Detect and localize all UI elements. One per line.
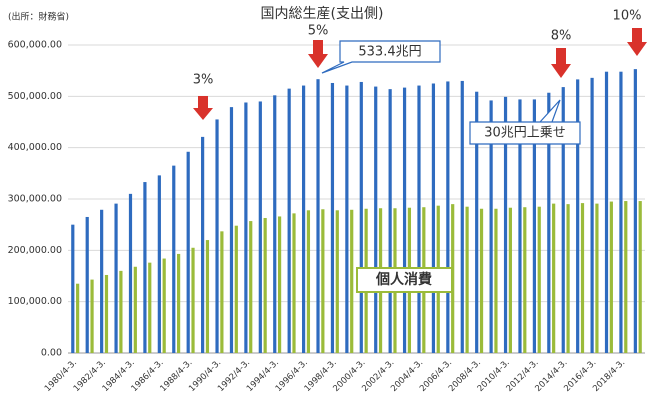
y-tick-label: 300,000.00 (8, 194, 62, 205)
label-box (356, 267, 453, 293)
y-tick-label: 400,000.00 (8, 142, 62, 153)
bar (90, 279, 94, 353)
source-note: (出所：財務省) (8, 11, 69, 23)
bar (263, 217, 267, 353)
bar (321, 209, 325, 353)
bar (157, 175, 161, 353)
bar (552, 203, 556, 353)
bar (561, 87, 565, 354)
bar (220, 231, 224, 353)
bar (162, 258, 166, 353)
y-tick-label: 600,000.00 (8, 40, 62, 51)
bar (604, 71, 609, 354)
bar (85, 216, 89, 353)
bar (273, 95, 277, 353)
bar (104, 274, 109, 353)
bar (306, 210, 311, 353)
bar (191, 247, 195, 353)
annotation: 533.4兆円 (358, 45, 421, 60)
arrow (308, 40, 328, 68)
bar (431, 83, 436, 353)
bar (71, 224, 75, 353)
bar (494, 208, 498, 353)
arrow (193, 96, 213, 120)
bar (345, 85, 349, 353)
bar (186, 151, 190, 353)
bar (638, 201, 642, 353)
bar (316, 79, 320, 354)
bar (350, 209, 354, 353)
annotation: 10% (613, 9, 642, 24)
y-tick-label: 200,000.00 (8, 245, 62, 256)
bar (201, 136, 205, 353)
bar (547, 92, 551, 354)
bar (633, 69, 637, 354)
bar (619, 71, 623, 354)
bar (590, 77, 594, 353)
bar (249, 221, 253, 353)
bar (133, 266, 137, 353)
y-tick-label: 100,000.00 (8, 296, 62, 307)
bar (335, 210, 339, 353)
bar (215, 119, 219, 353)
bar (388, 89, 392, 353)
callout-box (321, 40, 441, 74)
bar (292, 213, 296, 353)
bar (402, 87, 407, 354)
y-tick-label: 0.00 (41, 348, 62, 359)
bar (244, 102, 248, 353)
bar (537, 206, 541, 353)
bar (460, 80, 464, 353)
bar (100, 209, 104, 353)
annotation: 5% (308, 24, 329, 39)
bar (76, 283, 80, 353)
bar (503, 96, 508, 353)
bar (475, 91, 479, 354)
bar (330, 82, 335, 353)
bar (277, 216, 282, 353)
bar (489, 100, 493, 353)
bar (119, 270, 123, 353)
annotation: 30兆円上乗せ (484, 126, 566, 141)
bar (234, 225, 238, 353)
annotation: 3% (193, 73, 214, 88)
y-tick-label: 500,000.00 (8, 91, 62, 102)
callout-box (469, 99, 581, 145)
bar (172, 165, 176, 353)
bar (518, 99, 522, 353)
bar (177, 253, 181, 353)
bar (576, 79, 580, 353)
bar (566, 204, 570, 353)
bar (229, 107, 234, 353)
bar (417, 85, 421, 353)
bar (609, 201, 613, 353)
bar (148, 262, 152, 353)
arrow (551, 48, 571, 78)
bar (374, 86, 378, 353)
bar (465, 206, 469, 353)
bar (301, 85, 306, 353)
bar (595, 203, 599, 353)
bar (624, 201, 628, 353)
bar (258, 101, 262, 353)
bar (359, 81, 363, 354)
bar (523, 207, 527, 353)
bar (532, 99, 536, 353)
bar (128, 193, 133, 353)
annotation: 8% (551, 29, 572, 44)
bar (479, 208, 484, 353)
arrow (627, 28, 647, 56)
bar (508, 207, 512, 353)
annotation: 個人消費 (375, 271, 432, 288)
bar (446, 81, 450, 354)
bar (114, 203, 118, 353)
chart-title: 国内総生産(支出側) (261, 6, 384, 22)
bar (287, 88, 291, 353)
bar (580, 203, 585, 353)
bar (205, 240, 210, 353)
bar (143, 182, 147, 353)
